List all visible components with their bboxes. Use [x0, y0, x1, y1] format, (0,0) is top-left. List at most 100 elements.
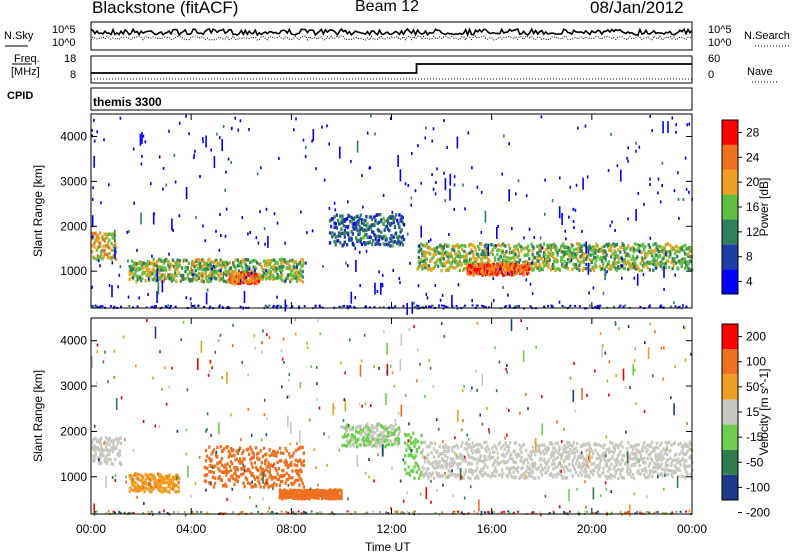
- velocity-panel-cell: [285, 460, 288, 464]
- velocity-panel-scatter-cell: [497, 456, 499, 460]
- velocity-panel-cell: [390, 439, 393, 443]
- velocity-panel-cell: [159, 482, 162, 486]
- power-panel-scatter-cell: [267, 235, 269, 248]
- velocity-panel-cell: [447, 445, 450, 450]
- power-panel-colorbar-segment: [722, 194, 738, 220]
- power-panel-near-range-cell: [318, 304, 321, 307]
- power-panel-cell: [441, 249, 444, 253]
- power-panel-cell: [577, 246, 580, 250]
- velocity-panel-scatter-cell: [585, 457, 587, 470]
- velocity-panel-scatter-cell: [96, 343, 99, 347]
- velocity-panel-scatter-cell: [622, 368, 625, 381]
- velocity-panel-cell: [306, 494, 309, 498]
- power-panel-cell: [376, 242, 379, 246]
- power-panel-cell: [251, 273, 255, 278]
- velocity-panel-cell: [552, 475, 555, 479]
- velocity-panel-cell: [602, 445, 605, 450]
- velocity-panel-cell: [367, 426, 370, 430]
- power-panel-cell: [517, 253, 521, 257]
- velocity-panel-scatter-cell: [287, 415, 289, 428]
- velocity-panel-cell: [101, 447, 104, 452]
- velocity-panel-cell: [243, 457, 246, 461]
- power-panel-near-range-cell: [341, 305, 344, 308]
- velocity-panel-scatter-cell: [676, 476, 679, 489]
- power-panel-cell: [643, 248, 646, 252]
- velocity-panel-cell: [259, 472, 262, 476]
- velocity-panel-cell: [677, 442, 680, 447]
- power-panel-cell: [215, 277, 218, 281]
- power-panel-scatter-cell: [119, 116, 122, 120]
- velocity-panel-scatter-cell: [368, 475, 370, 479]
- power-panel-near-range-cell: [94, 305, 97, 308]
- power-panel-cell: [390, 234, 393, 238]
- power-panel-cell: [398, 213, 401, 217]
- power-panel-cell: [342, 242, 345, 247]
- velocity-panel-scatter-cell: [592, 487, 595, 500]
- velocity-panel-cell: [91, 445, 94, 450]
- power-panel-cell: [359, 213, 362, 217]
- power-panel-cell: [532, 246, 535, 250]
- power-panel-near-range-cell: [203, 306, 205, 308]
- power-panel-cell: [297, 275, 300, 279]
- velocity-panel-scatter-cell: [686, 422, 688, 426]
- power-panel-cell: [166, 275, 169, 280]
- velocity-panel-cell: [588, 475, 591, 480]
- velocity-panel-cell: [575, 471, 578, 475]
- power-panel-cell: [179, 279, 183, 283]
- velocity-panel-cell: [375, 426, 378, 430]
- power-panel-cell: [223, 260, 226, 265]
- velocity-panel-scatter-cell: [377, 453, 379, 457]
- power-panel-cell: [372, 239, 375, 243]
- power-panel-cell: [113, 243, 117, 247]
- power-panel-cell: [508, 263, 511, 267]
- velocity-panel-near-range-cell: [239, 511, 242, 514]
- power-panel-cell: [588, 244, 591, 248]
- velocity-panel-scatter-cell: [360, 359, 363, 363]
- power-panel-cell: [503, 259, 506, 263]
- velocity-panel-scatter-cell: [102, 360, 105, 364]
- velocity-panel-cell: [315, 494, 318, 498]
- velocity-panel-cell: [430, 441, 433, 445]
- power-panel-cell: [106, 256, 110, 260]
- power-panel-cell: [270, 273, 274, 277]
- velocity-panel-cell: [213, 481, 217, 486]
- power-panel-cell: [670, 260, 673, 265]
- velocity-panel-cell: [561, 476, 564, 480]
- velocity-panel-cell: [547, 465, 550, 469]
- power-panel-cell: [373, 223, 376, 228]
- velocity-panel-scatter-cell: [187, 465, 189, 478]
- power-panel-cell: [331, 231, 334, 235]
- power-panel-cell: [110, 241, 113, 246]
- velocity-panel-cell: [454, 453, 457, 457]
- power-panel-cell: [225, 260, 228, 264]
- power-panel-scatter-cell: [127, 259, 129, 263]
- velocity-panel-cell: [349, 439, 352, 443]
- velocity-panel-scatter-cell: [541, 423, 543, 436]
- velocity-panel-scatter-cell: [142, 420, 145, 423]
- power-panel-cell: [540, 256, 543, 260]
- velocity-panel-scatter-cell: [526, 327, 529, 330]
- velocity-panel-cell: [270, 452, 274, 456]
- velocity-panel-scatter-cell: [586, 464, 588, 468]
- power-panel-cell: [135, 262, 138, 266]
- velocity-panel-cell: [509, 456, 512, 461]
- velocity-panel-cell: [397, 431, 401, 436]
- velocity-panel-scatter-cell: [98, 458, 100, 462]
- velocity-panel-cell: [552, 446, 555, 451]
- velocity-panel-cell: [134, 481, 137, 485]
- power-panel-cell: [266, 271, 269, 275]
- velocity-panel-cell: [548, 441, 552, 445]
- velocity-panel-cell: [529, 450, 532, 454]
- velocity-panel-cell: [246, 481, 250, 485]
- power-panel-cell: [301, 275, 304, 279]
- power-panel-cell: [299, 278, 302, 282]
- velocity-panel-cell: [507, 449, 511, 453]
- power-panel-scatter-cell: [611, 220, 613, 224]
- power-panel-cell: [457, 245, 460, 250]
- velocity-panel-scatter-cell: [159, 350, 161, 354]
- velocity-panel-scatter-cell: [601, 345, 603, 358]
- velocity-panel-cell: [480, 473, 483, 477]
- power-panel-scatter-cell: [323, 178, 326, 182]
- power-panel-scatter-cell: [96, 130, 98, 134]
- power-panel-scatter-cell: [572, 220, 575, 223]
